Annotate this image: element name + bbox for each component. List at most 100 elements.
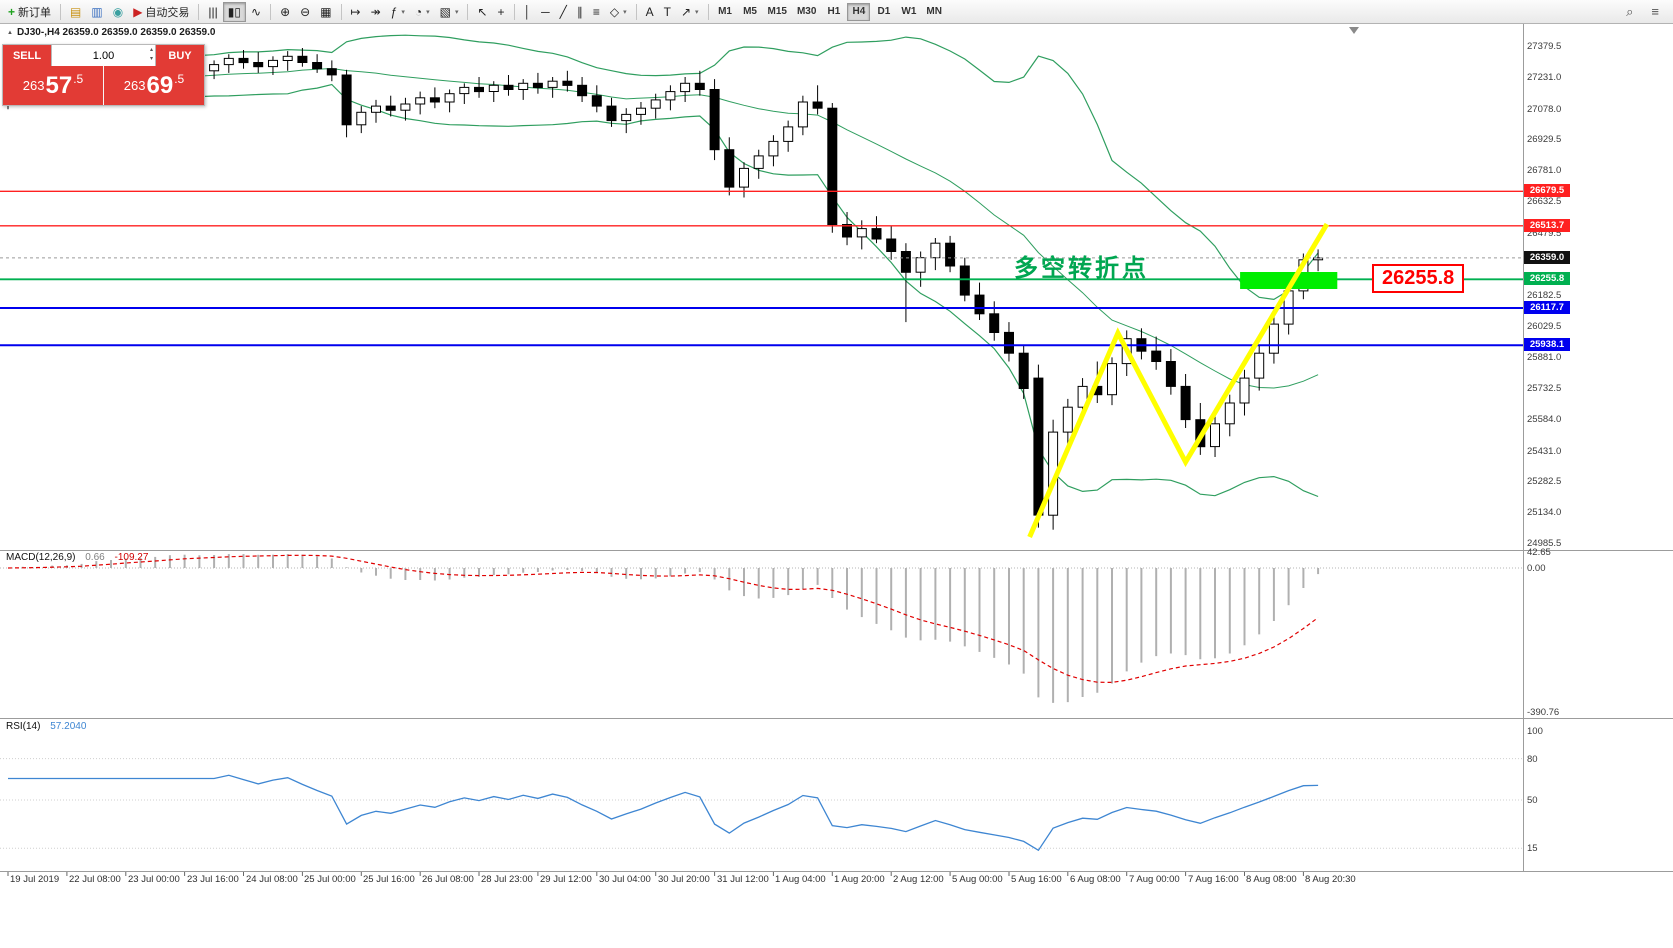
candle-body	[415, 97, 426, 105]
tile-windows-icon[interactable]: ▦	[315, 2, 336, 22]
crosshair-icon[interactable]: +	[493, 2, 510, 22]
vertical-line-icon[interactable]: │	[519, 2, 537, 22]
price-tag[interactable]: 25938.1	[1524, 338, 1570, 351]
timeframe-button-m30[interactable]: M30	[793, 3, 820, 21]
text-icon: A	[645, 4, 654, 19]
auto-scroll-icon[interactable]: ↦	[346, 2, 366, 22]
bollinger-bands	[7, 34, 1319, 498]
timeframe-button-mn[interactable]: MN	[922, 3, 946, 21]
market-watch-icon: ▥	[91, 4, 103, 19]
fibonacci-icon[interactable]: ≡	[588, 2, 605, 22]
cursor-icon[interactable]: ↖	[472, 2, 492, 22]
rsi-scale-label: 50	[1527, 795, 1538, 806]
timeframe-button-d1[interactable]: D1	[872, 3, 895, 21]
chart-window-icon[interactable]: ▤	[65, 2, 86, 22]
candle-body	[753, 155, 764, 169]
price-tag[interactable]: 26117.7	[1524, 301, 1570, 314]
timeframe-button-h4[interactable]: H4	[847, 2, 871, 21]
candle-body	[724, 149, 735, 188]
candle-body	[268, 59, 278, 68]
rsi-value: 57.2040	[50, 721, 87, 732]
price-callout-box[interactable]: 26255.8	[1372, 264, 1465, 293]
trend-zigzag-line[interactable]	[1027, 222, 1330, 538]
indicators-icon: ƒ	[390, 4, 398, 19]
candle-body	[915, 257, 926, 273]
zoom-out-icon: ⊖	[300, 4, 311, 19]
candle-body	[400, 103, 411, 111]
timeframe-button-h1[interactable]: H1	[822, 3, 845, 21]
indicators-icon[interactable]: ƒ	[386, 2, 410, 22]
toolbar-menu-button[interactable]: ≡	[1646, 2, 1664, 22]
sell-button[interactable]: SELL	[3, 45, 51, 66]
price-tag[interactable]: 26255.8	[1524, 272, 1570, 285]
tile-windows-icon: ▦	[320, 4, 332, 19]
sell-price[interactable]: 263 57.5	[3, 66, 104, 105]
candle-body	[768, 140, 779, 157]
toolbar-separator	[270, 3, 272, 20]
text-icon[interactable]: A	[641, 2, 659, 22]
channel-icon[interactable]: ∥	[572, 2, 588, 22]
arrows-icon[interactable]: ↗	[676, 2, 704, 22]
turning-point-annotation[interactable]: 多空转折点	[1014, 255, 1149, 282]
zoom-out-icon[interactable]: ⊖	[295, 2, 315, 22]
price-scale-label: 24985.5	[1527, 538, 1562, 549]
periods-icon: ◔	[414, 4, 423, 19]
bar-chart-mode-icon[interactable]: |||	[203, 2, 222, 22]
volume-spinner[interactable]: 1.00 ▴ ▾	[51, 45, 156, 66]
macd-header: MACD(12,26,9) 0.66 -109.27	[6, 552, 148, 563]
price-tag[interactable]: 26513.7	[1524, 219, 1570, 232]
candle-body	[209, 64, 220, 72]
highlight-zone[interactable]	[1240, 272, 1338, 289]
price-tag[interactable]: 26359.0	[1524, 251, 1570, 264]
candle-body	[797, 101, 808, 128]
timeframe-button-w1[interactable]: W1	[897, 3, 920, 21]
new-order-button[interactable]: + 新订单	[3, 2, 56, 22]
candle-body	[900, 251, 911, 273]
autotrading-button[interactable]: ▶ 自动交易	[128, 2, 194, 22]
candle-body	[1313, 257, 1324, 261]
candle-body	[1062, 406, 1073, 433]
bollinger-middle-band[interactable]	[7, 67, 1319, 389]
strategy-tester-icon[interactable]: ◉	[108, 2, 128, 22]
buy-button[interactable]: BUY	[156, 45, 204, 66]
bollinger-lower-band[interactable]	[7, 83, 1319, 498]
candle-body	[1239, 377, 1250, 404]
rsi-label: RSI(14)	[6, 721, 41, 732]
time-label: 1 Aug 20:00	[834, 874, 885, 885]
chart-shift-icon: ↠	[370, 4, 381, 19]
spinner-down-icon[interactable]: ▾	[149, 55, 153, 62]
market-watch-icon[interactable]: ▥	[86, 2, 107, 22]
spinner-arrows[interactable]: ▴ ▾	[150, 46, 153, 63]
horizontal-line-icon[interactable]: ─	[536, 2, 555, 22]
timeframe-button-m15[interactable]: M15	[764, 3, 791, 21]
toolbar-separator	[513, 3, 515, 20]
trendline-icon[interactable]: ╱	[555, 2, 572, 22]
zoom-in-icon[interactable]: ⊕	[275, 2, 295, 22]
candle-body	[297, 55, 308, 63]
time-label: 29 Jul 12:00	[540, 874, 592, 885]
chart-shift-marker-icon[interactable]	[1349, 27, 1359, 34]
bollinger-upper-band[interactable]	[7, 34, 1319, 301]
timeframe-button-m1[interactable]: M1	[714, 3, 737, 21]
text-label-icon[interactable]: T	[659, 2, 676, 22]
shapes-icon[interactable]: ◇	[605, 2, 632, 22]
price-scale-label: 25881.0	[1527, 352, 1562, 363]
periods-icon[interactable]: ◔	[410, 2, 435, 22]
time-label: 19 Jul 2019	[10, 874, 60, 885]
templates-icon[interactable]: ▧	[435, 2, 464, 22]
candle-body	[606, 105, 617, 122]
timeframe-button-m5[interactable]: M5	[739, 3, 762, 21]
candlestick-mode-icon: ▮▯	[227, 4, 241, 19]
sell-price-big: 57	[45, 71, 73, 99]
price-tag[interactable]: 26679.5	[1524, 184, 1570, 197]
line-chart-mode-icon: ∿	[251, 4, 262, 19]
search-button[interactable]: ⌕	[1621, 2, 1638, 22]
line-chart-mode-icon[interactable]: ∿	[246, 2, 266, 22]
chart-window-icon: ▤	[70, 4, 82, 19]
candle-body	[356, 111, 367, 126]
spinner-up-icon[interactable]: ▴	[149, 47, 153, 53]
chart-shift-icon[interactable]: ↠	[366, 2, 386, 22]
buy-price[interactable]: 263 69.5	[104, 66, 204, 105]
candlestick-mode-icon[interactable]: ▮▯	[222, 1, 246, 22]
